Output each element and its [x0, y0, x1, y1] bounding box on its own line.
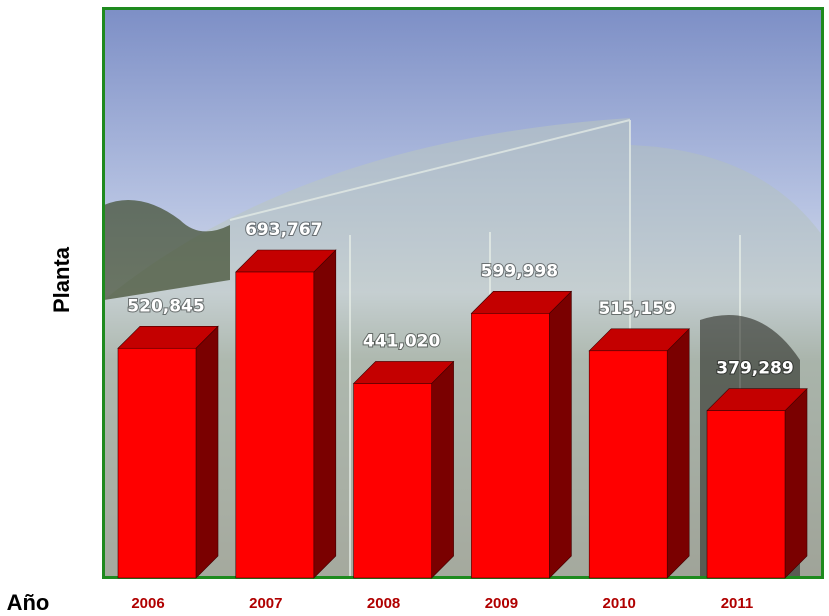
data-label: 515,159 — [598, 299, 675, 319]
x-tick-label: 2008 — [367, 595, 400, 612]
bar-side — [432, 361, 454, 578]
bar — [471, 313, 549, 578]
x-tick-label: 2006 — [131, 595, 164, 612]
x-tick-label: 2011 — [721, 595, 754, 612]
chart: Año Planta 520,845 2006 693,767 2007 441,020… — [0, 0, 829, 616]
bar — [118, 348, 196, 578]
y-axis-title: Planta — [49, 246, 74, 313]
bar-side — [314, 250, 336, 578]
bar-side — [785, 389, 807, 578]
x-axis-title: Año — [7, 590, 50, 615]
bar-side — [549, 291, 571, 578]
data-label: 599,998 — [481, 261, 558, 281]
bar-side — [667, 329, 689, 578]
bar — [236, 272, 314, 578]
bar — [589, 351, 667, 578]
data-label: 379,289 — [716, 359, 793, 379]
x-tick-label: 2009 — [485, 595, 518, 612]
data-label: 441,020 — [363, 331, 441, 351]
bar — [707, 411, 785, 578]
data-label: 693,767 — [245, 220, 322, 240]
x-tick-label: 2010 — [603, 595, 636, 612]
bar-side — [196, 326, 218, 578]
bar — [354, 383, 432, 578]
data-label: 520,845 — [127, 296, 204, 316]
x-tick-label: 2007 — [249, 595, 282, 612]
